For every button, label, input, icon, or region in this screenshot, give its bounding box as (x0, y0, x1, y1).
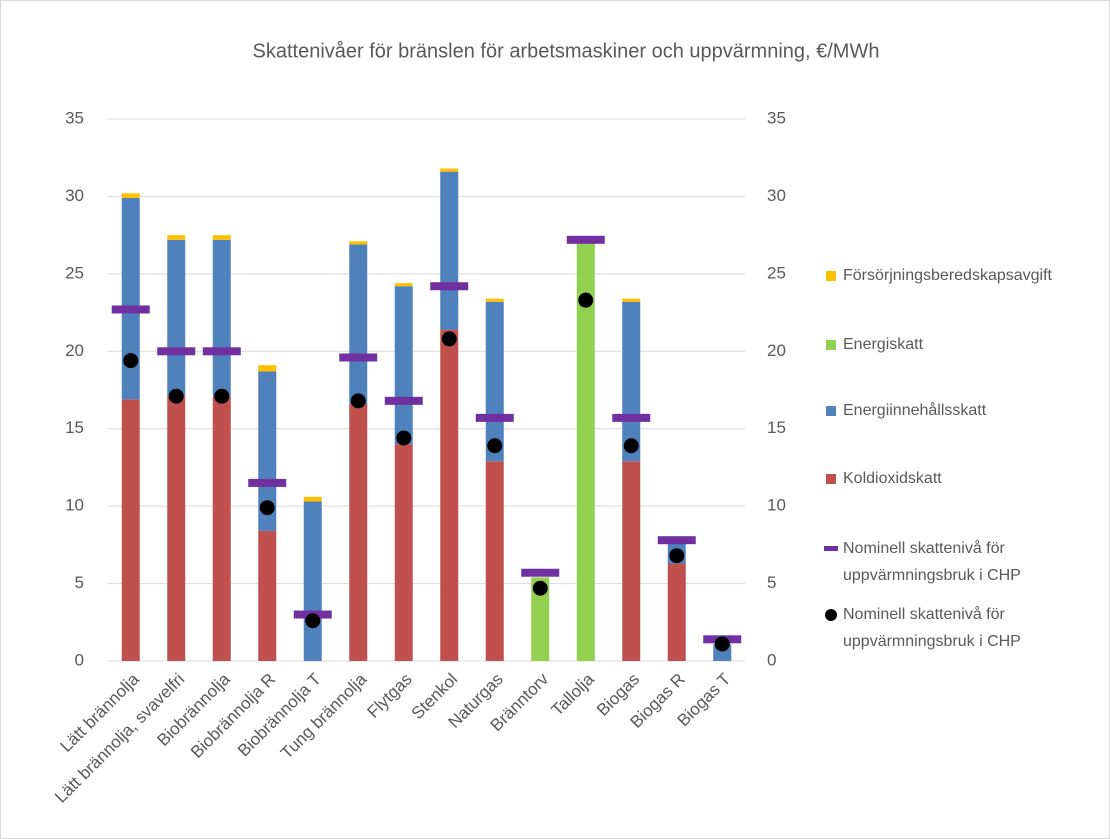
y2-tick-label: 5 (767, 573, 776, 592)
bar-segment (121, 193, 140, 198)
bar-segment (349, 403, 368, 661)
y-tick-label: 20 (65, 341, 84, 360)
bar-segment (212, 396, 231, 661)
nominal-marker (384, 396, 423, 405)
bar-segment (485, 301, 504, 462)
y-tick-label: 25 (65, 263, 84, 282)
bar-segment (258, 371, 277, 531)
nominal-dot (714, 636, 730, 652)
y2-tick-label: 25 (767, 263, 786, 282)
bar-segment (667, 563, 686, 661)
y-tick-label: 10 (65, 496, 84, 515)
nominal-dot (487, 438, 503, 454)
bar-segment (622, 298, 641, 302)
bar-segment (349, 241, 368, 245)
nominal-dot (578, 292, 594, 308)
bar-segment (212, 235, 231, 240)
x-tick-label: Lätt brännolja (56, 669, 143, 756)
bar-segment (167, 239, 186, 397)
nominal-dot (441, 331, 457, 347)
nominal-dot (623, 438, 639, 454)
bar-segment (485, 461, 504, 661)
bar-segment (485, 298, 504, 302)
bar-segment (167, 396, 186, 661)
legend-swatch (826, 474, 836, 484)
nominal-dot (259, 500, 275, 516)
bar-segment (622, 461, 641, 661)
legend-swatch (826, 406, 836, 416)
y-tick-label: 0 (75, 650, 84, 669)
legend-swatch (825, 609, 837, 621)
bar-segment (258, 365, 277, 372)
y-tick-label: 15 (65, 418, 84, 437)
legend-label: Energiskatt (843, 336, 924, 353)
bar-segment (622, 301, 641, 462)
bar-segment (440, 168, 459, 172)
legend-label: Nominell skattenivå för uppvärmningsbruk… (843, 540, 1021, 584)
legend-label: Energiinnehållsskatt (843, 402, 987, 419)
nominal-dot (350, 393, 366, 409)
chart-title: Skattenivåer för bränslen för arbetsmask… (253, 40, 880, 62)
nominal-marker (202, 347, 241, 356)
legend-label: Koldioxidskatt (843, 470, 942, 487)
bar-segment (531, 577, 550, 661)
nominal-dot (168, 388, 184, 404)
nominal-dot (396, 430, 412, 446)
nominal-marker (475, 413, 514, 422)
nominal-dot (214, 388, 230, 404)
x-tick-label: Tallolja (548, 669, 599, 720)
y2-tick-label: 15 (767, 418, 786, 437)
nominal-marker (157, 347, 196, 356)
bar-segment (349, 244, 368, 404)
y-tick-label: 30 (65, 186, 84, 205)
bar-segment (303, 501, 322, 661)
nominal-marker (430, 282, 469, 291)
legend-label: Försörjningsberedskapsavgift (843, 267, 1052, 284)
nominal-marker (111, 305, 150, 314)
nominal-marker (657, 536, 696, 545)
bar-segment (303, 496, 322, 502)
nominal-dot (123, 353, 139, 369)
nominal-marker (248, 478, 287, 487)
bar-segment (121, 197, 140, 400)
y2-tick-label: 20 (767, 341, 786, 360)
nominal-marker (612, 413, 651, 422)
bar-segment (576, 239, 595, 661)
legend-swatch (824, 546, 838, 551)
legend-label: Nominell skattenivå för uppvärmningsbruk… (843, 606, 1021, 650)
bar-segment (212, 239, 231, 397)
nominal-marker (339, 353, 378, 362)
nominal-dot (532, 580, 548, 596)
y2-tick-label: 0 (767, 650, 776, 669)
y-tick-label: 35 (65, 108, 84, 127)
bar-segment (440, 171, 459, 330)
bar-segment (440, 329, 459, 661)
y2-tick-label: 35 (767, 108, 786, 127)
x-tick-label: Flytgas (364, 670, 416, 722)
bar-segment (394, 283, 413, 287)
y2-tick-label: 10 (767, 496, 786, 515)
bar-segment (394, 286, 413, 445)
nominal-dot (669, 548, 685, 564)
nominal-marker (566, 235, 605, 244)
bar-segment (121, 399, 140, 661)
legend-swatch (826, 271, 836, 281)
legend-swatch (826, 340, 836, 350)
nominal-marker (521, 568, 560, 577)
bar-segment (258, 530, 277, 661)
nominal-dot (305, 613, 321, 629)
bar-segment (394, 444, 413, 661)
bar-segment (167, 235, 186, 240)
y2-tick-label: 30 (767, 186, 786, 205)
y-tick-label: 5 (75, 573, 84, 592)
